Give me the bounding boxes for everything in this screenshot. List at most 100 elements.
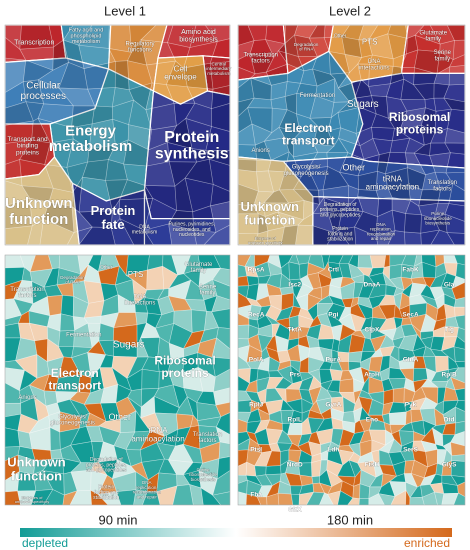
region-label: Ldh — [327, 447, 339, 454]
cell — [184, 177, 214, 213]
panel-frame — [237, 24, 466, 246]
cell — [292, 151, 319, 178]
cell — [183, 62, 214, 90]
region-label: SerS — [403, 447, 418, 454]
cell — [359, 138, 380, 160]
region-label: Amino acid — [181, 29, 216, 36]
region-label: Central — [211, 61, 226, 66]
region-label: and glycopeptides — [320, 212, 361, 218]
cell — [333, 78, 351, 103]
region-label: Enzymes of — [22, 495, 44, 500]
cell — [237, 491, 247, 506]
region-label: Other — [108, 412, 131, 422]
region-label: of RNA — [65, 280, 80, 285]
cell — [439, 40, 455, 61]
region-label: replication, — [136, 485, 158, 490]
cell — [107, 139, 129, 165]
cell — [279, 171, 302, 191]
region-label: Anions — [252, 148, 270, 154]
cell — [354, 79, 372, 99]
region-label: proteins — [161, 366, 209, 380]
cell — [148, 125, 177, 151]
cell — [302, 200, 320, 221]
cell — [357, 170, 378, 191]
cell — [140, 39, 176, 66]
region-label: Prs — [290, 372, 301, 379]
region-label: Purine — [431, 211, 445, 216]
cell — [22, 79, 44, 105]
cell — [413, 152, 436, 176]
cell — [369, 254, 387, 269]
cell — [418, 202, 439, 220]
region-label: function — [11, 468, 62, 483]
region-label: envelope — [164, 73, 197, 82]
cell — [404, 152, 427, 176]
cell — [284, 151, 302, 178]
region-label: aminoacylation — [366, 183, 419, 192]
region-label: FabK — [402, 267, 419, 274]
cell — [167, 117, 193, 150]
cell — [400, 99, 426, 112]
cell — [433, 82, 450, 99]
cell — [297, 213, 314, 226]
region-label: Electron — [284, 121, 332, 135]
cell — [251, 123, 273, 146]
cell — [312, 68, 336, 87]
colorbar — [20, 528, 452, 537]
region-label: Unknown — [5, 195, 73, 212]
region-label: intermediary — [206, 66, 232, 71]
cell — [71, 123, 93, 150]
cell — [409, 496, 425, 506]
cell — [404, 137, 425, 154]
region-label: factors — [433, 186, 451, 192]
panel-frame — [237, 254, 466, 506]
region-label: binding — [17, 143, 38, 150]
cell — [300, 68, 318, 87]
cell — [357, 54, 373, 65]
region-label: AtpH — [364, 372, 380, 379]
colorbar-right-label: enriched — [404, 536, 450, 550]
cell — [337, 79, 362, 103]
cell — [250, 77, 272, 101]
cell — [263, 189, 290, 204]
region-label: Sugars — [347, 99, 379, 110]
region-label: DNA — [139, 224, 150, 230]
region-label: stabilization — [93, 495, 119, 501]
region-label: fate — [101, 217, 124, 232]
cell — [218, 441, 231, 459]
region-label: Anions — [18, 395, 36, 401]
region-label: metabolism — [207, 71, 230, 76]
cell — [237, 324, 250, 340]
cell — [323, 197, 350, 213]
cell — [29, 197, 50, 227]
cell — [326, 137, 349, 154]
cell — [19, 139, 51, 165]
cell — [145, 82, 175, 111]
cell — [145, 103, 177, 131]
cell — [414, 34, 441, 53]
region-label: family — [425, 37, 441, 43]
region-label: NrdD — [287, 462, 303, 469]
cell — [434, 171, 454, 190]
cell — [71, 205, 93, 233]
region-label: Enzymes of — [255, 236, 277, 241]
cell — [37, 61, 70, 89]
region-label: synthesis — [155, 146, 229, 163]
cell — [318, 189, 325, 206]
cell — [168, 210, 195, 231]
cell — [19, 46, 54, 71]
cell — [256, 159, 272, 173]
region-label: stabilization — [327, 237, 353, 243]
cell — [408, 184, 423, 207]
cell — [421, 107, 437, 134]
cell — [377, 151, 391, 175]
cell — [385, 167, 409, 188]
region-label: DnaA — [363, 282, 380, 289]
cell — [168, 161, 198, 187]
region-label: biosynthesis — [179, 37, 218, 44]
region-label: tRNA — [383, 174, 403, 183]
time-label: 180 min — [327, 512, 373, 527]
cell — [58, 87, 96, 107]
region-label: DNA — [142, 480, 152, 485]
cell — [266, 63, 289, 86]
